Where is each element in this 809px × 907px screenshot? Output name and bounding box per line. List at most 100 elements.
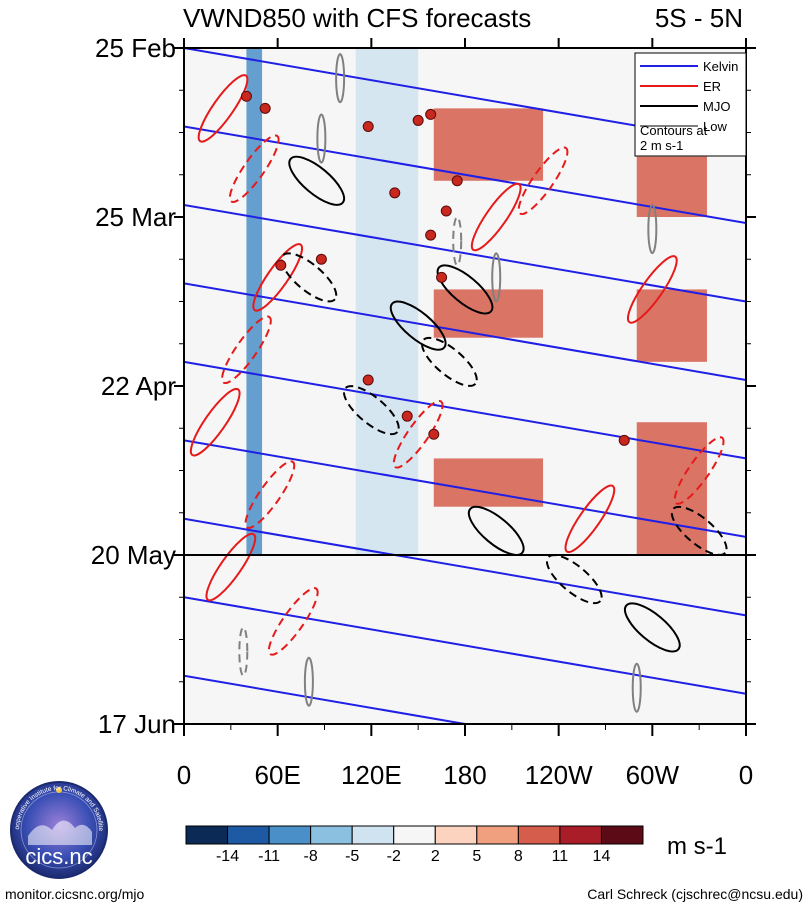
- anomaly-band-6: [636, 289, 707, 362]
- tc-marker-5: [425, 108, 437, 120]
- er-contour-13: [392, 400, 444, 469]
- er-contour-4: [189, 387, 241, 457]
- colorbar-tick-4: -2: [387, 848, 401, 865]
- mjo-contour-4: [467, 505, 525, 556]
- cics-logo: Cooperative Institute for Climate and Sa…: [0, 0, 108, 879]
- colorbar-tick-6: 5: [472, 848, 481, 865]
- plot-area: [184, 48, 746, 724]
- er-contour-8: [470, 182, 522, 252]
- mjo-contour-3: [421, 336, 478, 387]
- colorbar-tick-7: 8: [514, 848, 523, 865]
- mjo-contour-2: [389, 300, 447, 351]
- tc-marker-4: [412, 114, 424, 126]
- er-contour-3: [221, 315, 272, 385]
- y-label-2: 22 Apr: [101, 371, 177, 401]
- er-contour-1: [228, 134, 280, 203]
- colorbar-tick-1: -11: [258, 848, 280, 865]
- anomaly-band-2: [433, 108, 544, 181]
- colorbar-swatch-9: [559, 825, 602, 845]
- low-contour-5: [238, 626, 249, 677]
- tc-marker-13: [401, 410, 413, 422]
- x-label-6: 0: [739, 760, 753, 790]
- low-contour-0: [316, 113, 327, 164]
- colorbar-swatch-3: [310, 825, 353, 845]
- kelvin-contour-6: [184, 517, 746, 617]
- tc-marker-12: [362, 374, 374, 386]
- x-label-2: 120E: [341, 760, 402, 790]
- footer-url[interactable]: monitor.cicsnc.org/mjo: [5, 886, 144, 902]
- logo-text: cics.nc: [25, 844, 92, 869]
- colorbar-swatch-10: [600, 825, 644, 845]
- kelvin-contour-5: [184, 439, 746, 538]
- er-contour-10: [626, 255, 678, 324]
- kelvin-contour-4: [184, 360, 746, 460]
- colorbar-swatch-2: [268, 825, 312, 845]
- er-contour-11: [673, 436, 725, 505]
- colorbar-units: m s-1: [667, 833, 727, 860]
- legend-label-low: Low: [703, 119, 727, 134]
- legend-note-line2: 2 m s-1: [640, 138, 683, 153]
- colorbar-swatch-6: [434, 825, 478, 845]
- colorbar-tick-5: 2: [431, 848, 440, 865]
- kelvin-contour-8: [184, 674, 471, 724]
- colorbar-swatch-1: [227, 825, 270, 845]
- mjo-contour-5: [545, 554, 603, 605]
- er-contour-9: [517, 146, 569, 216]
- footer-credit: Carl Schreck (cjschrec@ncsu.edu): [587, 886, 803, 902]
- tc-marker-10: [275, 259, 287, 271]
- er-contour-2: [252, 243, 304, 312]
- tc-marker-8: [440, 205, 452, 217]
- legend-label-mjo: MJO: [703, 99, 730, 114]
- tc-marker-0: [240, 90, 252, 102]
- tropical-cyclone-markers: [240, 90, 630, 446]
- low-contour-7: [631, 662, 642, 713]
- colorbar-tick-2: -8: [304, 848, 318, 865]
- y-axis-labels: 25 Feb 25 Mar 22 Apr 20 May 17 Jun: [91, 33, 177, 739]
- x-label-0: 0: [177, 760, 191, 790]
- colorbar-swatch-0: [185, 825, 229, 845]
- colorbar-swatch-5: [393, 825, 436, 845]
- wave-contours: [184, 48, 746, 724]
- legend-label-er: ER: [703, 79, 721, 94]
- x-label-3: 180: [443, 760, 486, 790]
- low-contour-6: [303, 656, 314, 707]
- tc-marker-6: [436, 271, 448, 283]
- y-label-4: 17 Jun: [98, 709, 176, 739]
- legend: Kelvin ER MJO Low Contours at 2 m s-1: [634, 52, 747, 157]
- er-contour-12: [564, 484, 616, 554]
- low-contour-2: [452, 216, 463, 267]
- tc-marker-11: [315, 253, 327, 265]
- anomaly-shading: [246, 48, 707, 555]
- logo-ring-text: Cooperative Institute for Climate and Sa…: [0, 0, 104, 831]
- tc-marker-3: [389, 187, 401, 199]
- x-axis-labels: 0 60E 120E 180 120W 60W 0: [177, 760, 753, 790]
- tc-marker-7: [425, 229, 437, 241]
- tc-marker-15: [618, 434, 630, 446]
- tc-marker-14: [428, 428, 440, 440]
- mjo-contour-7: [670, 505, 728, 556]
- mjo-contour-8: [436, 264, 494, 315]
- mjo-contour-6: [623, 602, 681, 653]
- low-contour-3: [491, 252, 502, 303]
- colorbar-swatch-7: [476, 825, 519, 845]
- tc-marker-2: [362, 120, 374, 132]
- colorbar-tick-3: -5: [345, 848, 359, 865]
- er-contour-5: [244, 460, 296, 529]
- colorbar: -14 -11 -8 -5 -2 2 5 8 11 14 m s-1: [185, 825, 727, 865]
- chart-region: 5S - 5N: [655, 3, 743, 33]
- anomaly-band-7: [636, 422, 707, 555]
- er-contour-7: [267, 587, 319, 656]
- chart-title: VWND850 with CFS forecasts: [183, 3, 531, 33]
- legend-box: [634, 52, 747, 157]
- anomaly-band-1: [355, 48, 419, 555]
- y-label-0: 25 Feb: [95, 33, 176, 63]
- colorbar-tick-9: 14: [593, 848, 611, 865]
- colorbar-tick-8: 11: [552, 848, 569, 865]
- tc-marker-1: [259, 102, 271, 114]
- x-label-4: 120W: [525, 760, 593, 790]
- colorbar-swatch-8: [517, 825, 561, 845]
- y-label-1: 25 Mar: [95, 202, 176, 232]
- tc-marker-9: [451, 175, 463, 187]
- er-contour-6: [205, 532, 257, 602]
